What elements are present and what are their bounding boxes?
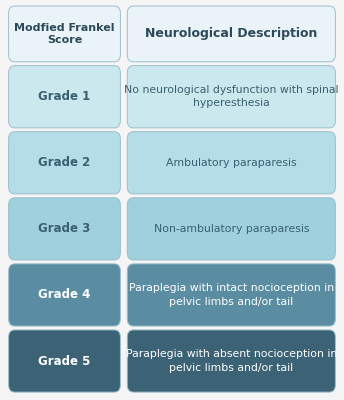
- FancyBboxPatch shape: [9, 6, 120, 62]
- Text: Paraplegia with intact nocioception in
pelvic limbs and/or tail: Paraplegia with intact nocioception in p…: [129, 283, 334, 306]
- FancyBboxPatch shape: [9, 330, 120, 392]
- Text: Grade 1: Grade 1: [39, 90, 90, 103]
- Text: Grade 4: Grade 4: [38, 288, 91, 302]
- FancyBboxPatch shape: [9, 66, 120, 128]
- Text: Grade 2: Grade 2: [39, 156, 90, 169]
- FancyBboxPatch shape: [9, 132, 120, 194]
- FancyBboxPatch shape: [127, 66, 335, 128]
- Text: Neurological Description: Neurological Description: [145, 27, 318, 40]
- Text: Ambulatory paraparesis: Ambulatory paraparesis: [166, 158, 297, 168]
- Text: Paraplegia with absent nocioception in
pelvic limbs and/or tail: Paraplegia with absent nocioception in p…: [126, 350, 337, 373]
- FancyBboxPatch shape: [127, 330, 335, 392]
- Text: Non-ambulatory paraparesis: Non-ambulatory paraparesis: [153, 224, 309, 234]
- FancyBboxPatch shape: [127, 6, 335, 62]
- FancyBboxPatch shape: [9, 198, 120, 260]
- Text: Grade 5: Grade 5: [38, 354, 91, 368]
- Text: No neurological dysfunction with spinal
hyperesthesia: No neurological dysfunction with spinal …: [124, 85, 338, 108]
- FancyBboxPatch shape: [127, 198, 335, 260]
- FancyBboxPatch shape: [127, 132, 335, 194]
- FancyBboxPatch shape: [127, 264, 335, 326]
- Text: Grade 3: Grade 3: [39, 222, 90, 235]
- FancyBboxPatch shape: [9, 264, 120, 326]
- Text: Modfied Frankel
Score: Modfied Frankel Score: [14, 23, 115, 45]
